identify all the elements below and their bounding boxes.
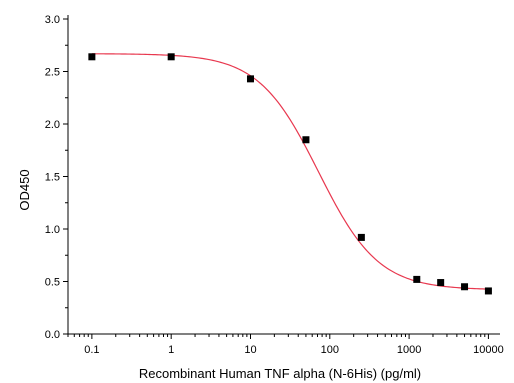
axes: 0.0 0.5 1.0 1.5 2.0 2.5 3.0 0.1 1 10 100 1000 10000 [45,14,504,356]
x-tick-label: 1000 [397,344,421,356]
data-point [484,287,492,295]
data-point [357,233,365,241]
data-point [167,53,175,61]
x-axis-title: Recombinant Human TNF alpha (N-6His) (pg… [139,366,421,381]
data-point [302,136,310,144]
y-tick-label: 1.5 [45,172,60,184]
data-point [413,275,421,283]
y-tick-label: 0.5 [45,277,60,289]
y-tick-label: 3.0 [45,14,60,26]
y-tick-label: 1.0 [45,224,60,236]
data-points-layer [88,53,492,295]
y-tick-label: 2.5 [45,67,60,79]
data-point [461,283,469,291]
x-tick-label: 10 [244,344,256,356]
data-point [437,279,445,287]
y-tick-label: 2.0 [45,119,60,131]
data-point [246,75,254,83]
data-point [88,53,96,61]
y-tick-label: 0.0 [45,329,60,341]
x-tick-label: 1 [168,344,174,356]
x-tick-label: 10000 [473,344,504,356]
x-tick-label: 0.1 [84,344,99,356]
x-tick-label: 100 [321,344,339,356]
y-axis-title: OD450 [17,169,32,210]
fit-curve [91,53,489,290]
fit-curve-layer [91,53,489,290]
